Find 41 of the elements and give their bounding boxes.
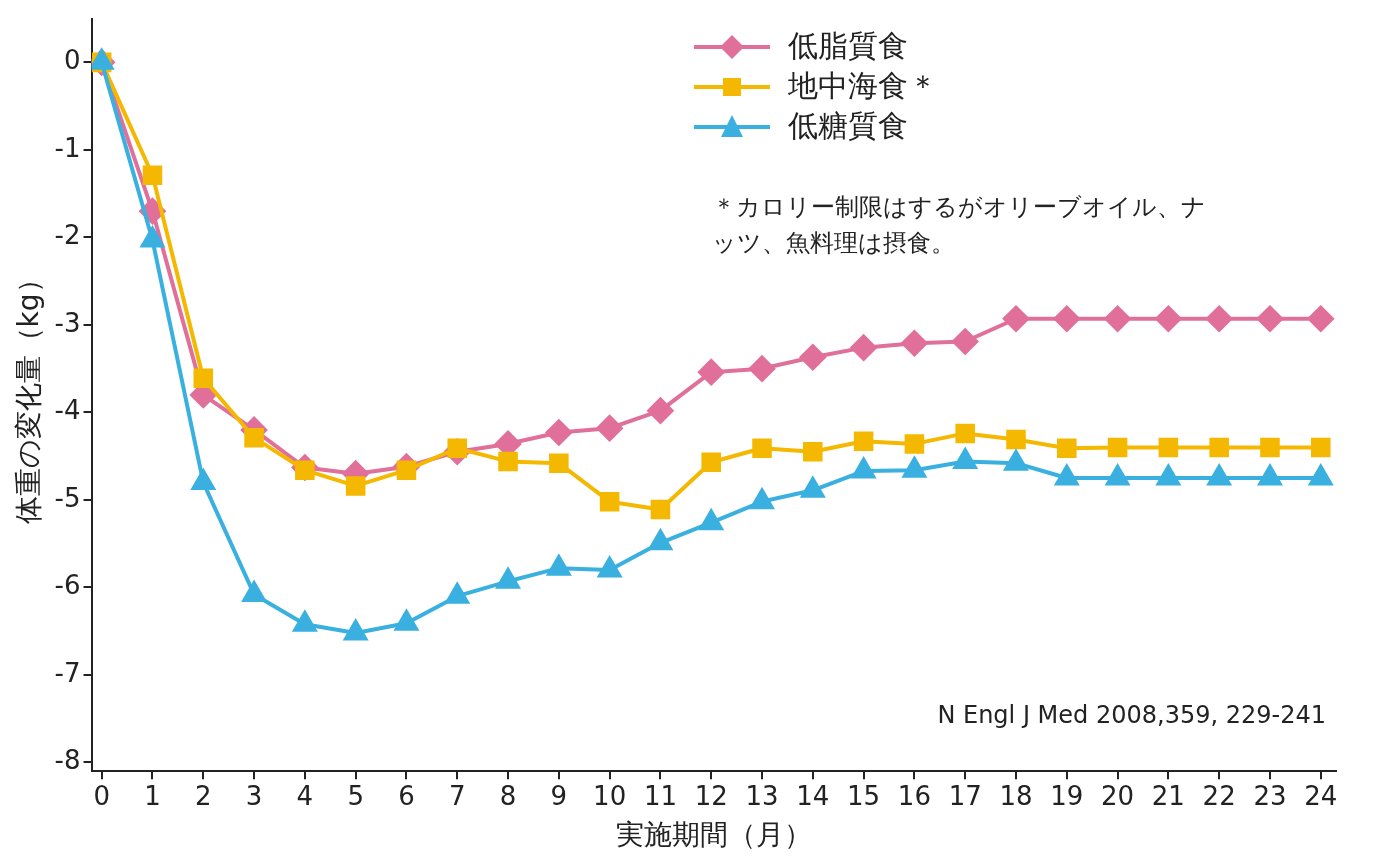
x-tick-label: 17 <box>948 780 982 811</box>
x-tick-label: 19 <box>1050 780 1084 811</box>
y-tick-label: -7 <box>54 657 81 688</box>
annotation: ＊カロリー制限はするがオリーブオイル、ナッツ、魚料理は摂食。 <box>711 191 1207 259</box>
x-tick-label: 0 <box>93 780 110 811</box>
x-tick-label: 2 <box>195 780 212 811</box>
x-tick-label: 10 <box>593 780 627 811</box>
x-tick-label: 20 <box>1101 780 1135 811</box>
x-tick-label: 23 <box>1253 780 1287 811</box>
x-tick-label: 6 <box>398 780 415 811</box>
x-tick-label: 7 <box>448 780 466 811</box>
y-axis-title: 体重の変化量（kg） <box>12 265 46 525</box>
y-tick-label: -2 <box>54 220 81 251</box>
y-tick-label: -6 <box>54 570 81 601</box>
y-tick-label: -3 <box>54 307 81 338</box>
legend-label: 低糖質食 <box>787 107 908 146</box>
annotation: N Engl J Med 2008,359, 229-241 <box>937 701 1326 730</box>
y-tick-label: -8 <box>54 745 81 776</box>
x-tick-label: 14 <box>796 780 830 811</box>
y-tick-label: -1 <box>54 132 81 163</box>
y-tick-label: -4 <box>54 395 81 426</box>
x-tick-label: 21 <box>1151 780 1185 811</box>
x-tick-label: 1 <box>144 780 161 811</box>
x-tick-label: 5 <box>347 780 364 811</box>
x-tick-label: 11 <box>643 780 677 811</box>
y-tick-label: -5 <box>54 482 81 513</box>
x-tick-label: 24 <box>1304 780 1338 811</box>
x-tick-label: 4 <box>296 780 314 811</box>
x-tick-label: 9 <box>550 780 568 811</box>
x-tick-label: 22 <box>1202 780 1236 811</box>
x-tick-label: 18 <box>999 780 1033 811</box>
x-tick-label: 3 <box>245 780 263 811</box>
x-tick-label: 8 <box>499 780 517 811</box>
x-axis-title: 実施期間（月） <box>615 818 812 852</box>
x-tick-label: 13 <box>745 780 779 811</box>
x-tick-label: 15 <box>847 780 881 811</box>
y-tick-label: 0 <box>63 45 81 76</box>
legend-label: 低脂質食 <box>787 27 908 66</box>
x-tick-label: 16 <box>897 780 931 811</box>
legend-label: 地中海食＊ <box>787 67 938 106</box>
x-tick-label: 12 <box>694 780 728 811</box>
